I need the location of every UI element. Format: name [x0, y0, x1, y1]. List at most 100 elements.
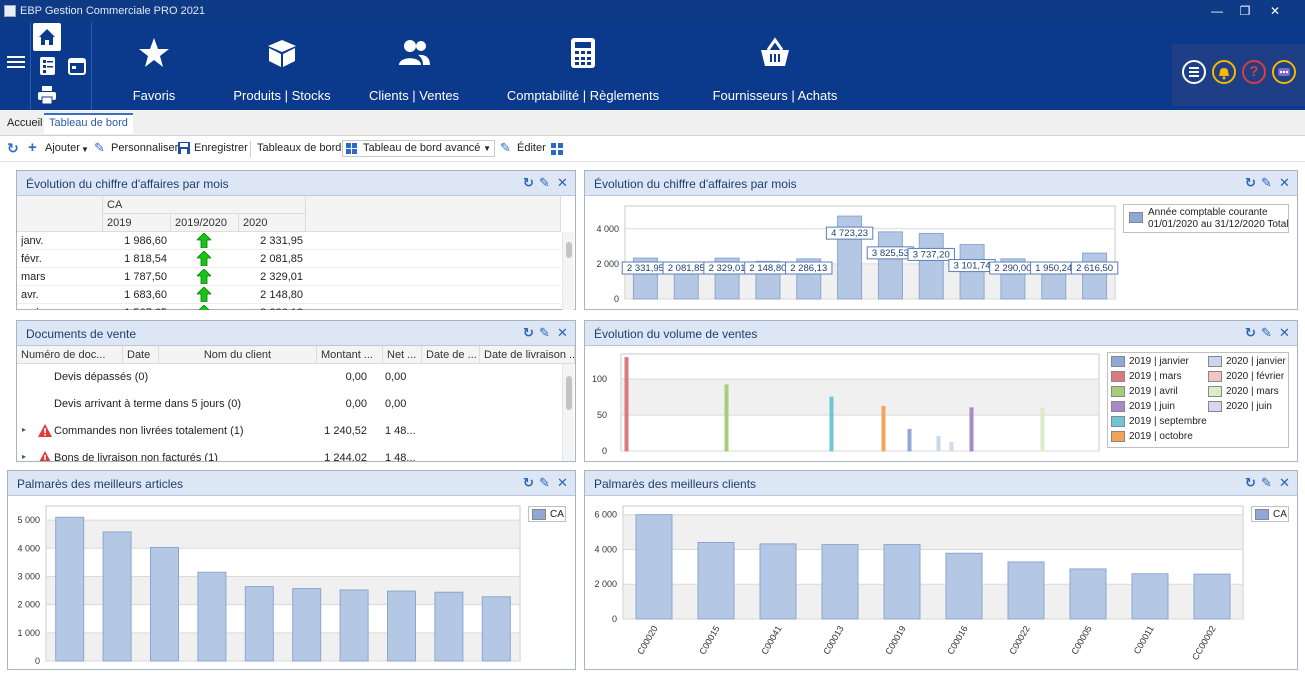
refresh-icon[interactable]: ↻ — [523, 475, 534, 490]
refresh-icon[interactable]: ↻ — [1245, 475, 1256, 490]
edit-pencil-icon[interactable]: ✎ — [500, 140, 511, 155]
layout-grid-icon[interactable] — [551, 143, 563, 158]
save-icon[interactable] — [178, 142, 190, 157]
close-icon[interactable]: ✕ — [557, 475, 568, 490]
panel-ca-chart: Évolution du chiffre d'affaires par mois… — [584, 170, 1298, 310]
nav-clients-ventes[interactable]: Clients | Ventes — [360, 22, 468, 110]
nav-favoris[interactable]: Favoris — [118, 22, 190, 110]
close-icon[interactable]: ✕ — [1279, 175, 1290, 190]
tab-accueil[interactable]: Accueil — [7, 117, 43, 129]
column-header[interactable]: Date de ... — [422, 346, 480, 364]
legend-swatch — [1111, 356, 1125, 367]
list-item[interactable]: Devis dépassés (0) 0,00 0,00 — [17, 369, 561, 387]
bar — [936, 436, 941, 452]
add-button[interactable]: Ajouter — [45, 142, 80, 154]
y-tick-label: 4 000 — [596, 224, 619, 234]
edit-icon[interactable]: ✎ — [539, 175, 550, 190]
edit-icon[interactable]: ✎ — [539, 325, 550, 340]
table-row[interactable]: févr. 1 818,54 2 081,85 — [17, 250, 561, 268]
panel-documents-vente: Documents de vente ↻ ✎ ✕ Numéro de doc..… — [16, 320, 576, 462]
tab-tableau-de-bord[interactable]: Tableau de bord — [44, 113, 133, 134]
save-button[interactable]: Enregistrer — [194, 142, 248, 154]
nav-comptabilite-reglements[interactable]: Comptabilité | Règlements — [500, 22, 666, 110]
nav-fournisseurs-achats[interactable]: Fournisseurs | Achats — [706, 22, 844, 110]
chevron-down-icon[interactable]: ▼ — [81, 145, 89, 154]
bell-icon[interactable] — [1212, 60, 1236, 84]
refresh-icon[interactable]: ↻ — [1245, 175, 1256, 190]
hamburger-menu-icon[interactable] — [4, 52, 28, 80]
bar — [883, 544, 921, 620]
refresh-icon[interactable]: ↻ — [523, 175, 534, 190]
legend-label: 2019 | octobre — [1129, 431, 1193, 442]
pencil-icon[interactable]: ✎ — [94, 140, 105, 155]
close-button[interactable]: ✕ — [1269, 4, 1281, 18]
articles-bar-chart: 0 1 000 2 000 3 000 4 000 5 000 — [17, 505, 521, 666]
data-label: 3 101,74 — [954, 261, 991, 272]
nav-label: Comptabilité | Règlements — [506, 88, 660, 103]
ca-grid: CA 2019 2019/2020 2020 janv. 1 986,60 2 33… — [17, 196, 577, 311]
data-label: 2 081,85 — [668, 263, 705, 274]
bar — [969, 407, 974, 452]
expand-icon[interactable]: ▸ — [22, 425, 27, 434]
bar — [697, 542, 735, 620]
help-icon[interactable]: ? — [1242, 60, 1266, 84]
dashboard-select[interactable]: Tableau de bord avancé ▼ — [342, 140, 495, 157]
restore-button[interactable]: ❐ — [1239, 4, 1251, 18]
expand-icon[interactable]: ▸ — [22, 452, 27, 461]
minimize-button[interactable]: — — [1211, 4, 1223, 18]
home-icon[interactable] — [33, 23, 61, 51]
chart-legend: 2019 | janvier 2019 | mars 2019 | avril 201… — [1107, 352, 1289, 448]
value-2019-cell: 1 683,60 — [124, 289, 167, 301]
column-header[interactable]: Net ... — [383, 346, 422, 364]
edit-button[interactable]: Éditer — [517, 142, 546, 154]
customize-button[interactable]: Personnaliser — [111, 142, 179, 154]
edit-icon[interactable]: ✎ — [1261, 475, 1272, 490]
column-header[interactable]: 2019 — [103, 214, 171, 232]
data-label: 2 616,50 — [1076, 263, 1113, 274]
bar — [102, 531, 132, 662]
bar — [339, 589, 369, 662]
contacts-icon[interactable] — [33, 52, 61, 80]
legend-label: 2020 | février — [1226, 371, 1285, 382]
column-header[interactable]: 2020 — [239, 214, 306, 232]
vertical-scrollbar[interactable] — [562, 364, 574, 461]
close-icon[interactable]: ✕ — [1279, 325, 1290, 340]
calendar-icon[interactable] — [63, 52, 91, 80]
vertical-scrollbar[interactable] — [562, 232, 574, 310]
table-row[interactable]: mai1 567,65 2 286,13 — [17, 304, 561, 310]
refresh-icon[interactable]: ↻ — [523, 325, 534, 340]
refresh-icon[interactable]: ↻ — [1245, 325, 1256, 340]
panel-header: Palmarès des meilleurs articles ↻ ✎ ✕ — [8, 471, 575, 496]
y-tick-label: 4 000 — [17, 543, 40, 553]
table-row[interactable]: avr. 1 683,60 2 148,80 — [17, 286, 561, 304]
column-header[interactable]: Montant ... — [317, 346, 383, 364]
column-group-header: CA — [103, 196, 306, 214]
edit-icon[interactable]: ✎ — [539, 475, 550, 490]
column-header[interactable]: Nom du client — [159, 346, 317, 364]
ebp-store-icon[interactable] — [1272, 60, 1296, 84]
close-icon[interactable]: ✕ — [1279, 475, 1290, 490]
list-item[interactable]: ▸ Bons de livraison non facturés (1) 1 244… — [17, 450, 561, 461]
add-icon[interactable]: + — [28, 139, 37, 156]
list-item[interactable]: Devis arrivant à terme dans 5 jours (0) 0… — [17, 396, 561, 414]
print-icon[interactable] — [33, 81, 61, 109]
y-tick-label: 6 000 — [594, 510, 617, 520]
edit-icon[interactable]: ✎ — [1261, 325, 1272, 340]
bar — [1131, 573, 1169, 620]
list-item[interactable]: ▸ Commandes non livrées totalement (1) 1 2… — [17, 423, 561, 441]
table-row[interactable]: mars 1 787,50 2 329,01 — [17, 268, 561, 286]
list-icon[interactable] — [1182, 60, 1206, 84]
nav-produits-stocks[interactable]: Produits | Stocks — [228, 22, 336, 110]
close-icon[interactable]: ✕ — [557, 175, 568, 190]
table-row[interactable]: janv. 1 986,60 2 331,95 — [17, 232, 561, 250]
column-header[interactable]: Date de livraison ... — [480, 346, 575, 364]
bar — [821, 544, 859, 620]
column-header[interactable]: Date — [123, 346, 159, 364]
x-tick-label: C00005 — [1069, 624, 1093, 656]
column-header[interactable]: Numéro de doc... — [17, 346, 123, 364]
column-header[interactable]: 2019/2020 — [171, 214, 239, 232]
close-icon[interactable]: ✕ — [557, 325, 568, 340]
edit-icon[interactable]: ✎ — [1261, 175, 1272, 190]
y-tick-label: 3 000 — [17, 571, 40, 581]
refresh-icon[interactable]: ↻ — [7, 140, 19, 156]
